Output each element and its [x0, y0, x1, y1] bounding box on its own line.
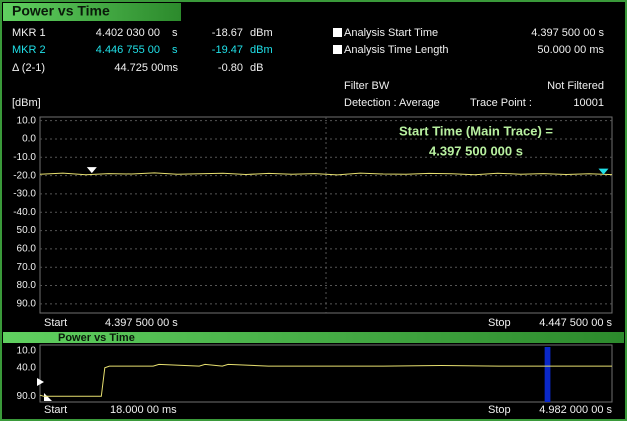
analysis-value: 50.000 00 ms	[537, 44, 604, 56]
analysis-label: Analysis Start Time	[344, 27, 438, 39]
trace	[39, 363, 612, 397]
x-stop-label: Stop	[488, 404, 511, 416]
marker-unit: dBm	[250, 44, 273, 56]
main-window	[544, 347, 551, 402]
title-bar	[3, 332, 624, 343]
y-tick-label: -20.0	[13, 170, 36, 181]
delta-x: 44.725 00ms	[114, 62, 178, 74]
plot-area	[39, 344, 613, 403]
trace-point: 10001	[573, 97, 604, 109]
y-tick-label: 90.0	[17, 298, 37, 309]
icon	[333, 28, 342, 37]
y-tick-label: -10.0	[13, 152, 36, 163]
y-tick-label: 70.0	[17, 262, 37, 273]
x-start: 18.000 00 ms	[110, 404, 177, 416]
marker-unit: s	[172, 44, 178, 56]
annotation: Start Time (Main Trace) =	[399, 123, 553, 138]
y-tick-label: 40.0	[17, 362, 37, 373]
title: Power vs Time	[12, 3, 110, 19]
delta-name: Δ (2-1)	[12, 62, 45, 74]
annotation: 4.397 500 000 s	[429, 143, 523, 158]
y-tick-label: 50.0	[17, 225, 37, 236]
marker-value: -18.67	[212, 27, 243, 39]
icon	[333, 45, 342, 54]
overview-title: Power vs Time	[58, 332, 135, 344]
x-stop: 4.982 000 00 s	[539, 404, 612, 416]
y-tick-label: 60.0	[17, 244, 37, 255]
x-start: 4.397 500 00 s	[105, 317, 178, 329]
marker-name: MKR 1	[12, 27, 46, 39]
y-tick-label: 80.0	[17, 280, 37, 291]
y-tick-label: -40.0	[13, 207, 36, 218]
y-tick-label: -30.0	[13, 189, 36, 200]
title-bar	[3, 3, 181, 21]
y-axis-label: [dBm]	[12, 97, 41, 109]
x-stop: 4.447 500 00 s	[539, 317, 612, 329]
y-tick-label: 10.0	[17, 115, 37, 126]
filter-label: Filter BW	[344, 80, 390, 92]
y-tick-label: 10.0	[17, 345, 37, 356]
y-tick-label: 0.0	[22, 134, 36, 145]
detection: Detection : Average	[344, 97, 440, 109]
marker-value: -19.47	[212, 44, 243, 56]
delta-unit: dB	[250, 62, 263, 74]
marker-x: 4.446 755 00	[96, 44, 160, 56]
marker-name: MKR 2	[12, 44, 46, 56]
x-stop-label: Stop	[488, 317, 511, 329]
analysis-value: 4.397 500 00 s	[531, 27, 604, 39]
trace-point-label: Trace Point :	[470, 97, 532, 109]
marker-unit: s	[172, 27, 178, 39]
analysis-label: Analysis Time Length	[344, 44, 449, 56]
marker-unit: dBm	[250, 27, 273, 39]
marker	[86, 167, 97, 174]
x-start-label: Start	[44, 317, 67, 329]
trace	[39, 172, 613, 176]
plot-area	[39, 116, 613, 314]
filter-value: Not Filtered	[547, 80, 604, 92]
ref-arrow	[37, 378, 52, 401]
marker	[598, 168, 609, 175]
y-tick-label: 90.0	[17, 391, 37, 402]
delta-value: -0.80	[218, 62, 243, 74]
x-start-label: Start	[44, 404, 67, 416]
marker-x: 4.402 030 00	[96, 27, 160, 39]
